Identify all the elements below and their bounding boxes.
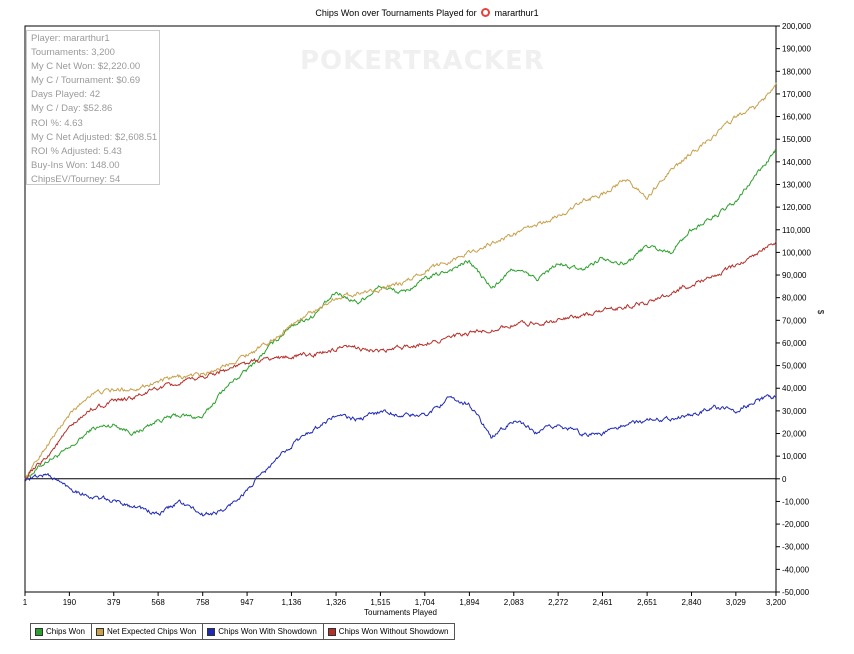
legend-label: Net Expected Chips Won bbox=[106, 627, 197, 636]
x-tick-label: 1,326 bbox=[326, 598, 347, 607]
y-tick-label: -30,000 bbox=[782, 543, 810, 552]
y-tick-label: 60,000 bbox=[782, 339, 807, 348]
legend-label: Chips Won Without Showdown bbox=[338, 627, 449, 636]
x-tick-label: 568 bbox=[151, 598, 165, 607]
y-tick-label: 160,000 bbox=[782, 113, 811, 122]
stat-line: ROI %: 4.63 bbox=[31, 117, 83, 129]
pokertracker-watermark-logo: POKERTRACKER bbox=[300, 46, 545, 76]
stat-line: My C / Tournament: $0.69 bbox=[31, 75, 141, 87]
x-tick-label: 379 bbox=[107, 598, 121, 607]
stats-panel: Player: mararthur1 Tournaments: 3,200 My C… bbox=[26, 30, 160, 185]
pokerstars-logo-icon bbox=[481, 8, 491, 17]
y-tick-label: 110,000 bbox=[782, 226, 811, 235]
x-tick-label: 3,200 bbox=[766, 598, 787, 607]
plot-area-frame bbox=[24, 25, 777, 593]
x-tick-label: 2,272 bbox=[548, 598, 569, 607]
y-tick-label: 140,000 bbox=[782, 158, 811, 167]
y-tick-label: 200,000 bbox=[782, 22, 811, 31]
y-tick-label: 10,000 bbox=[782, 452, 807, 461]
legend-label: Chips Won bbox=[46, 627, 85, 636]
chart-title: Chips Won over Tournaments Played for ma… bbox=[0, 8, 854, 18]
legend-separator bbox=[90, 624, 92, 639]
x-tick-label: 2,083 bbox=[504, 598, 525, 607]
y-tick-label: 150,000 bbox=[782, 135, 811, 144]
x-tick-label: 758 bbox=[196, 598, 210, 607]
x-tick-label: 1,704 bbox=[415, 598, 436, 607]
stat-line: Player: mararthur1 bbox=[31, 33, 110, 44]
legend-label: Chips Won With Showdown bbox=[218, 627, 317, 636]
x-tick-label: 1 bbox=[23, 598, 28, 607]
stat-line: Buy-Ins Won: 148.00 bbox=[31, 159, 120, 171]
y-tick-label: -40,000 bbox=[782, 565, 810, 574]
y-tick-label: 20,000 bbox=[782, 430, 807, 439]
legend-item[interactable]: Chips Won With Showdown bbox=[203, 627, 323, 636]
y-tick-label: -20,000 bbox=[782, 520, 810, 529]
y-tick-label: 180,000 bbox=[782, 67, 811, 76]
legend-separator bbox=[322, 624, 324, 639]
stat-line: Tournaments: 3,200 bbox=[31, 47, 115, 59]
x-tick-label: 1,515 bbox=[370, 598, 391, 607]
y-tick-label: 100,000 bbox=[782, 248, 811, 257]
y-tick-label: 80,000 bbox=[782, 294, 807, 303]
legend-item[interactable]: Net Expected Chips Won bbox=[92, 627, 202, 636]
stat-line: My C / Day: $52.86 bbox=[31, 103, 113, 115]
series-line-chips-won-with-showdown bbox=[24, 394, 777, 517]
stat-line: Days Played: 42 bbox=[31, 89, 101, 101]
series-line-chips-won bbox=[24, 149, 777, 481]
stat-line: ChipsEV/Tourney: 54 bbox=[31, 173, 121, 185]
x-tick-label: 1,136 bbox=[281, 598, 302, 607]
stat-line: ROI % Adjusted: 5.43 bbox=[31, 145, 122, 157]
legend-swatch bbox=[207, 627, 216, 636]
y-tick-label: -50,000 bbox=[782, 588, 810, 597]
legend-item[interactable]: Chips Won Without Showdown bbox=[324, 627, 455, 636]
x-tick-label: 2,840 bbox=[681, 598, 702, 607]
y-tick-label: 170,000 bbox=[782, 90, 811, 99]
y-tick-label: 120,000 bbox=[782, 203, 811, 212]
x-tick-label: 2,461 bbox=[592, 598, 613, 607]
legend-swatch bbox=[95, 627, 104, 636]
stat-line: My C Net Adjusted: $2,608.51 bbox=[31, 131, 158, 143]
y-axis-label: $ bbox=[816, 310, 825, 315]
y-tick-label: 50,000 bbox=[782, 362, 807, 371]
legend-item[interactable]: Chips Won bbox=[31, 627, 91, 636]
legend-swatch bbox=[327, 627, 336, 636]
stat-line: My C Net Won: $2,220.00 bbox=[31, 61, 141, 73]
x-tick-label: 3,029 bbox=[726, 598, 747, 607]
legend-separator bbox=[202, 624, 204, 639]
chart-title-text: Chips Won over Tournaments Played for bbox=[315, 8, 477, 18]
y-tick-label: 90,000 bbox=[782, 271, 807, 280]
legend-swatch bbox=[35, 627, 43, 636]
series-line-net-expected-chips-won bbox=[24, 82, 777, 480]
x-tick-label: 947 bbox=[240, 598, 254, 607]
chart-legend: Chips Won Net Expected Chips Won Chips Won… bbox=[30, 623, 456, 640]
x-tick-label: 190 bbox=[63, 598, 77, 607]
series-line-chips-won-without-showdown bbox=[24, 240, 777, 480]
y-tick-label: 30,000 bbox=[782, 407, 807, 416]
x-tick-label: 2,651 bbox=[637, 598, 658, 607]
y-tick-label: 130,000 bbox=[782, 180, 811, 189]
x-axis-label: Tournaments Played bbox=[364, 608, 437, 617]
y-tick-label: 40,000 bbox=[782, 384, 807, 393]
y-tick-label: 190,000 bbox=[782, 45, 811, 54]
y-tick-label: 70,000 bbox=[782, 316, 807, 325]
y-tick-label: 0 bbox=[782, 475, 787, 484]
x-tick-label: 1,894 bbox=[459, 598, 480, 607]
y-tick-label: -10,000 bbox=[782, 497, 810, 506]
chart-title-player: mararthur1 bbox=[494, 8, 539, 18]
